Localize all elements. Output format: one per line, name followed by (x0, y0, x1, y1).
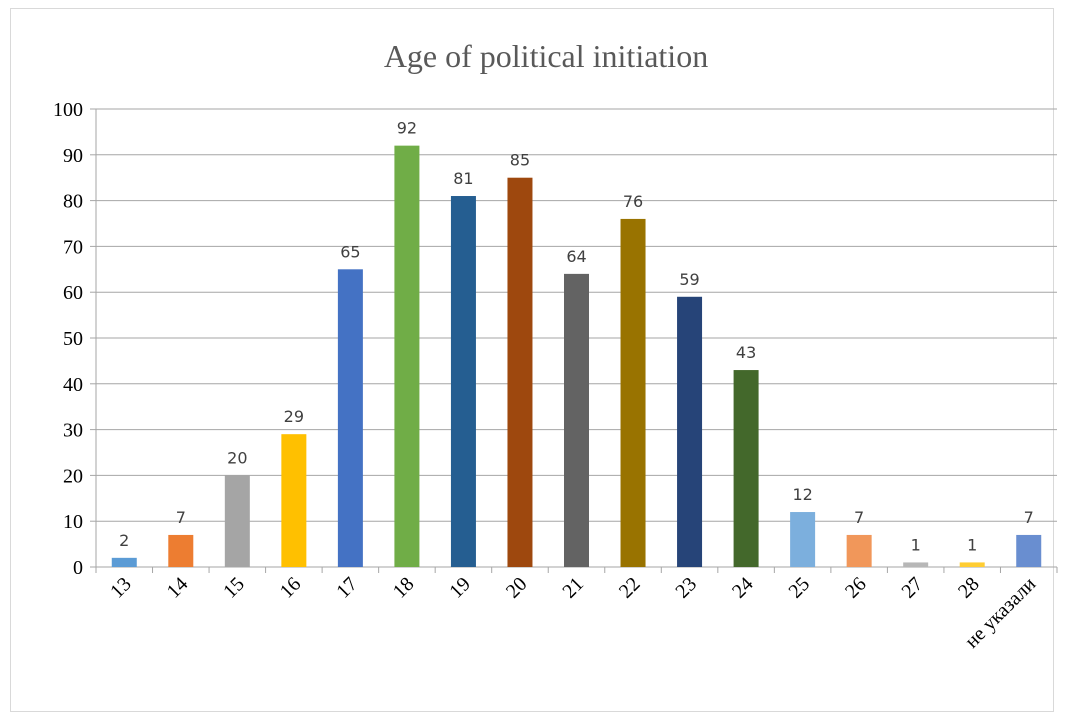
data-label: 76 (623, 192, 643, 211)
bar-16 (281, 434, 307, 567)
x-tick-label: 13 (106, 573, 136, 603)
bar-13 (111, 557, 137, 567)
bar-14 (168, 534, 194, 567)
x-tick-label: 28 (954, 573, 984, 603)
bars (111, 145, 1042, 568)
y-tick-label: 30 (63, 420, 83, 442)
bar-22 (620, 218, 646, 568)
y-tick-label: 60 (63, 282, 83, 304)
x-tick-label: 19 (445, 573, 475, 603)
x-tick-label: 18 (389, 573, 419, 603)
data-label: 12 (792, 485, 812, 504)
bar-23 (677, 296, 703, 567)
bar-21 (564, 273, 589, 567)
data-label: 85 (510, 151, 530, 170)
bar-20 (507, 177, 533, 567)
bar-не-указали (1016, 534, 1042, 567)
data-label: 7 (176, 508, 186, 527)
y-tick-label: 100 (53, 99, 83, 121)
x-tick-label: 15 (219, 573, 249, 603)
y-tick-label: 0 (73, 557, 83, 579)
y-axis-ticks: 0 10 20 30 40 50 60 70 80 90 100 (53, 99, 83, 579)
data-label: 2 (119, 531, 129, 550)
data-label: 59 (679, 270, 699, 289)
data-labels: 2 7 20 29 65 92 81 85 64 76 59 43 12 7 1 1 7 (119, 119, 1034, 555)
y-tick-label: 80 (63, 191, 83, 213)
data-label: 7 (1024, 508, 1034, 527)
x-tick-label: 23 (671, 573, 701, 603)
chart-title: Age of political initiation (384, 38, 708, 74)
bar-24 (733, 370, 759, 567)
data-label: 43 (736, 343, 756, 362)
y-tick-label: 90 (63, 145, 83, 167)
x-tick-label: 17 (332, 573, 362, 603)
x-tick-label: 16 (276, 573, 306, 603)
bar-18 (394, 145, 420, 567)
x-tick-label: 20 (502, 573, 532, 603)
bar-17 (337, 269, 363, 567)
data-label: 1 (967, 535, 977, 554)
data-label: 7 (854, 508, 864, 527)
bar-27 (903, 562, 929, 567)
bar-19 (450, 196, 476, 567)
bar-25 (790, 512, 816, 567)
bar-15 (224, 475, 250, 567)
x-tick-label: 26 (841, 573, 871, 603)
data-label: 92 (397, 119, 417, 138)
bar-28 (959, 562, 985, 567)
x-tick-label: 14 (163, 573, 193, 603)
bar-26 (846, 534, 872, 567)
data-label: 29 (284, 407, 304, 426)
x-tick-label: 24 (728, 573, 758, 603)
x-tick-label: 21 (558, 573, 588, 603)
x-tick-label: 27 (898, 573, 928, 603)
y-tick-label: 70 (63, 236, 83, 258)
y-tick-label: 40 (63, 374, 83, 396)
data-label: 1 (911, 535, 921, 554)
data-label: 65 (340, 242, 360, 261)
data-label: 64 (566, 247, 586, 266)
data-label: 81 (453, 169, 473, 188)
y-tick-label: 20 (63, 465, 83, 487)
data-label: 20 (227, 448, 247, 467)
x-tick-label: 22 (615, 573, 645, 603)
y-tick-label: 50 (63, 328, 83, 350)
x-tick-label: 25 (784, 573, 814, 603)
y-tick-label: 10 (63, 511, 83, 533)
